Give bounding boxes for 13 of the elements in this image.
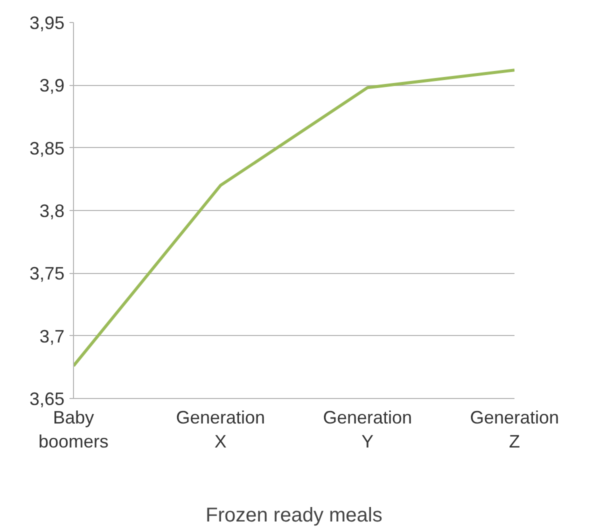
- x-tick-label: Generation Y: [322, 408, 412, 452]
- y-tick-label: 3,95: [29, 13, 65, 33]
- x-tick-label: Generation X: [176, 408, 266, 452]
- y-tick-label: 3,8: [39, 201, 65, 221]
- y-tick-label: 3,85: [29, 138, 65, 158]
- x-axis-title: Frozen ready meals: [206, 504, 382, 526]
- line-series: [74, 68, 514, 368]
- y-tick-label: 3,9: [39, 76, 65, 96]
- x-tick-label: Baby boomers: [38, 408, 109, 452]
- y-tick-label: 3,7: [39, 326, 65, 346]
- x-tick-label: Generation Z: [470, 408, 560, 452]
- y-tick-label: 3,65: [29, 389, 65, 409]
- y-tick-label: 3,75: [29, 264, 65, 284]
